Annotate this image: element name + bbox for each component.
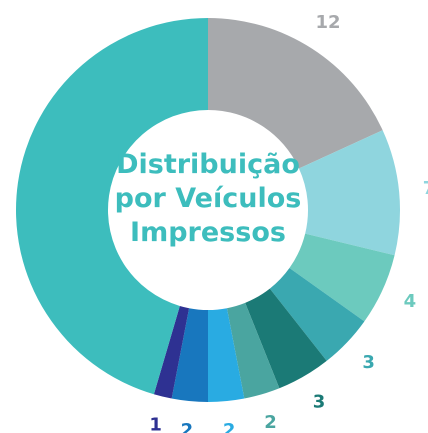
donut-segment	[245, 288, 327, 389]
data-label: 4	[404, 291, 417, 312]
data-label: 12	[315, 12, 340, 33]
donut-segment	[153, 305, 190, 399]
data-label: 7	[423, 178, 428, 199]
data-label: 1	[149, 415, 162, 433]
chart-title: Distribuição por Veículos Impressos	[114, 149, 302, 248]
data-label: 2	[264, 412, 277, 433]
donut-segment	[171, 308, 208, 402]
donut-segment	[208, 18, 383, 169]
data-label: 3	[313, 391, 326, 412]
data-label: 3	[362, 352, 375, 373]
donut-segment	[269, 268, 365, 361]
donut-segment	[226, 302, 280, 399]
donut-segment	[289, 233, 395, 322]
donut-segment	[15, 18, 208, 395]
data-label: 2	[223, 420, 236, 433]
donut-segment	[208, 308, 245, 402]
donut-segment	[298, 130, 401, 256]
data-label: 2	[181, 420, 194, 433]
